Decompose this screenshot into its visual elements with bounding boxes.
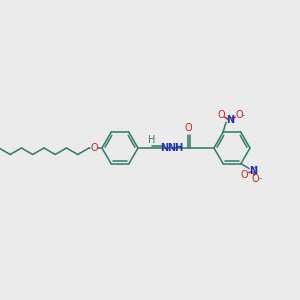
Text: +: + [229, 115, 234, 120]
Text: O: O [251, 174, 259, 184]
Text: O: O [240, 169, 248, 180]
Text: -: - [259, 174, 262, 183]
Text: +: + [252, 165, 257, 170]
Text: NH: NH [167, 143, 183, 153]
Text: H: H [148, 135, 155, 145]
Text: N: N [249, 166, 257, 176]
Text: O: O [90, 143, 98, 153]
Text: -: - [242, 111, 244, 120]
Text: N: N [160, 143, 168, 153]
Text: O: O [235, 110, 243, 120]
Text: O: O [217, 110, 225, 120]
Text: O: O [184, 123, 192, 133]
Text: N: N [226, 115, 234, 125]
